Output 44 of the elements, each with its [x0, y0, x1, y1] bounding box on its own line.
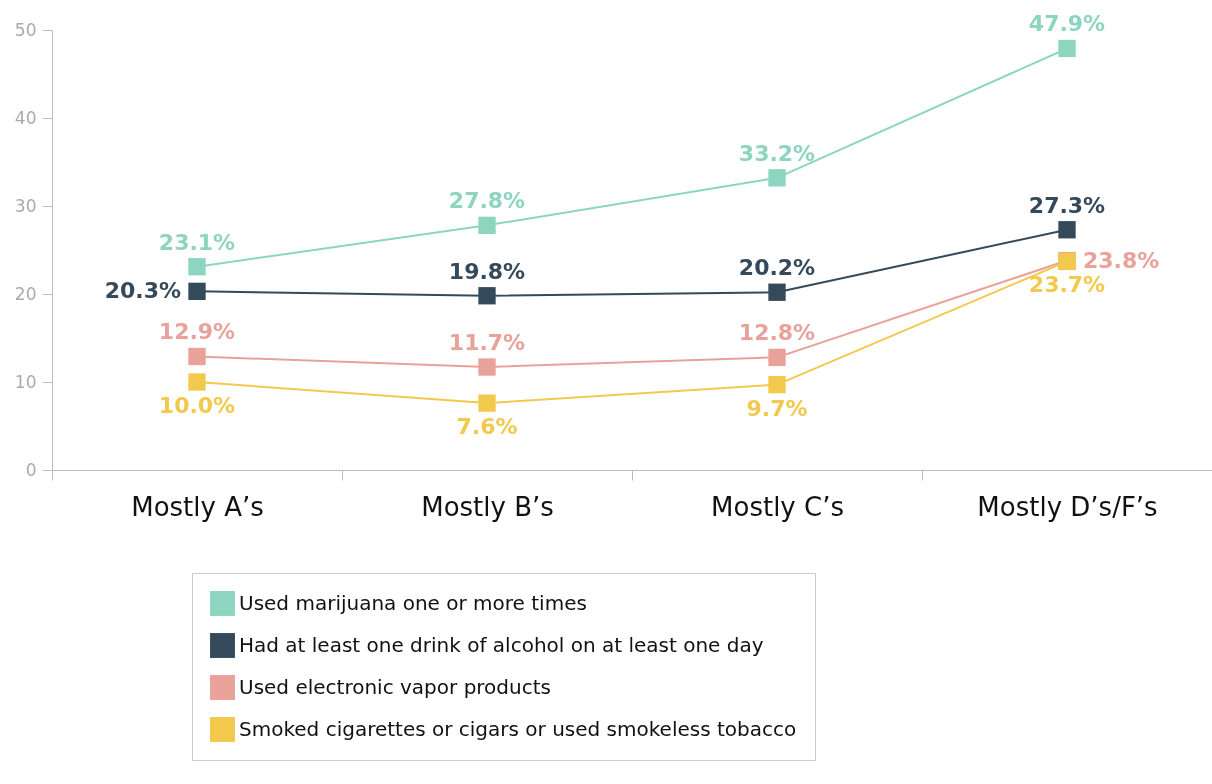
data-label: 23.7% — [1028, 272, 1106, 298]
point — [188, 347, 206, 366]
y-tick-label: 30 — [14, 195, 37, 216]
data-label: 11.7% — [448, 330, 526, 356]
point — [478, 216, 496, 235]
point — [188, 282, 206, 301]
data-label: 19.8% — [448, 258, 526, 284]
data-label: 20.2% — [738, 255, 816, 281]
point — [188, 373, 206, 391]
x-tick-label: Mostly D’s/F’s — [977, 491, 1158, 522]
data-label: 12.9% — [158, 319, 236, 345]
data-label: 20.3% — [104, 278, 181, 304]
data-label: 7.6% — [456, 414, 518, 440]
data-label: 23.1% — [158, 229, 236, 255]
y-tick-label: 10 — [14, 371, 37, 392]
point — [768, 283, 786, 301]
legend-label: Had at least one drink of alcohol on at least one day — [239, 632, 764, 657]
y-tick-label: 40 — [14, 107, 37, 128]
y-tick-label: 20 — [14, 283, 37, 304]
point — [1058, 221, 1076, 239]
legend-label: Used electronic vapor products — [239, 674, 551, 699]
x-tick-label: Mostly A’s — [131, 491, 264, 522]
data-label: 12.8% — [738, 320, 816, 346]
x-tick-label: Mostly C’s — [711, 491, 844, 522]
y-tick-label: 50 — [14, 19, 37, 40]
point — [768, 169, 786, 187]
data-label: 9.7% — [746, 395, 808, 421]
data-label: 47.9% — [1028, 11, 1106, 37]
data-label: 27.8% — [448, 188, 526, 214]
data-label: 23.8% — [1083, 247, 1160, 273]
point — [768, 375, 786, 394]
data-label: 10.0% — [158, 393, 236, 418]
point — [188, 258, 206, 276]
point — [478, 394, 496, 412]
legend-label: Used marijuana one or more times — [239, 590, 587, 615]
data-label: 27.3% — [1028, 192, 1106, 218]
data-label: 33.2% — [738, 140, 816, 166]
legend-label: Smoked cigarettes or cigars or used smokeless tobacco — [239, 716, 797, 741]
point — [768, 348, 786, 367]
point — [1058, 39, 1076, 58]
point — [478, 287, 496, 305]
x-tick-label: Mostly B’s — [421, 491, 554, 522]
point — [478, 358, 496, 376]
y-tick-label: 0 — [25, 459, 37, 480]
